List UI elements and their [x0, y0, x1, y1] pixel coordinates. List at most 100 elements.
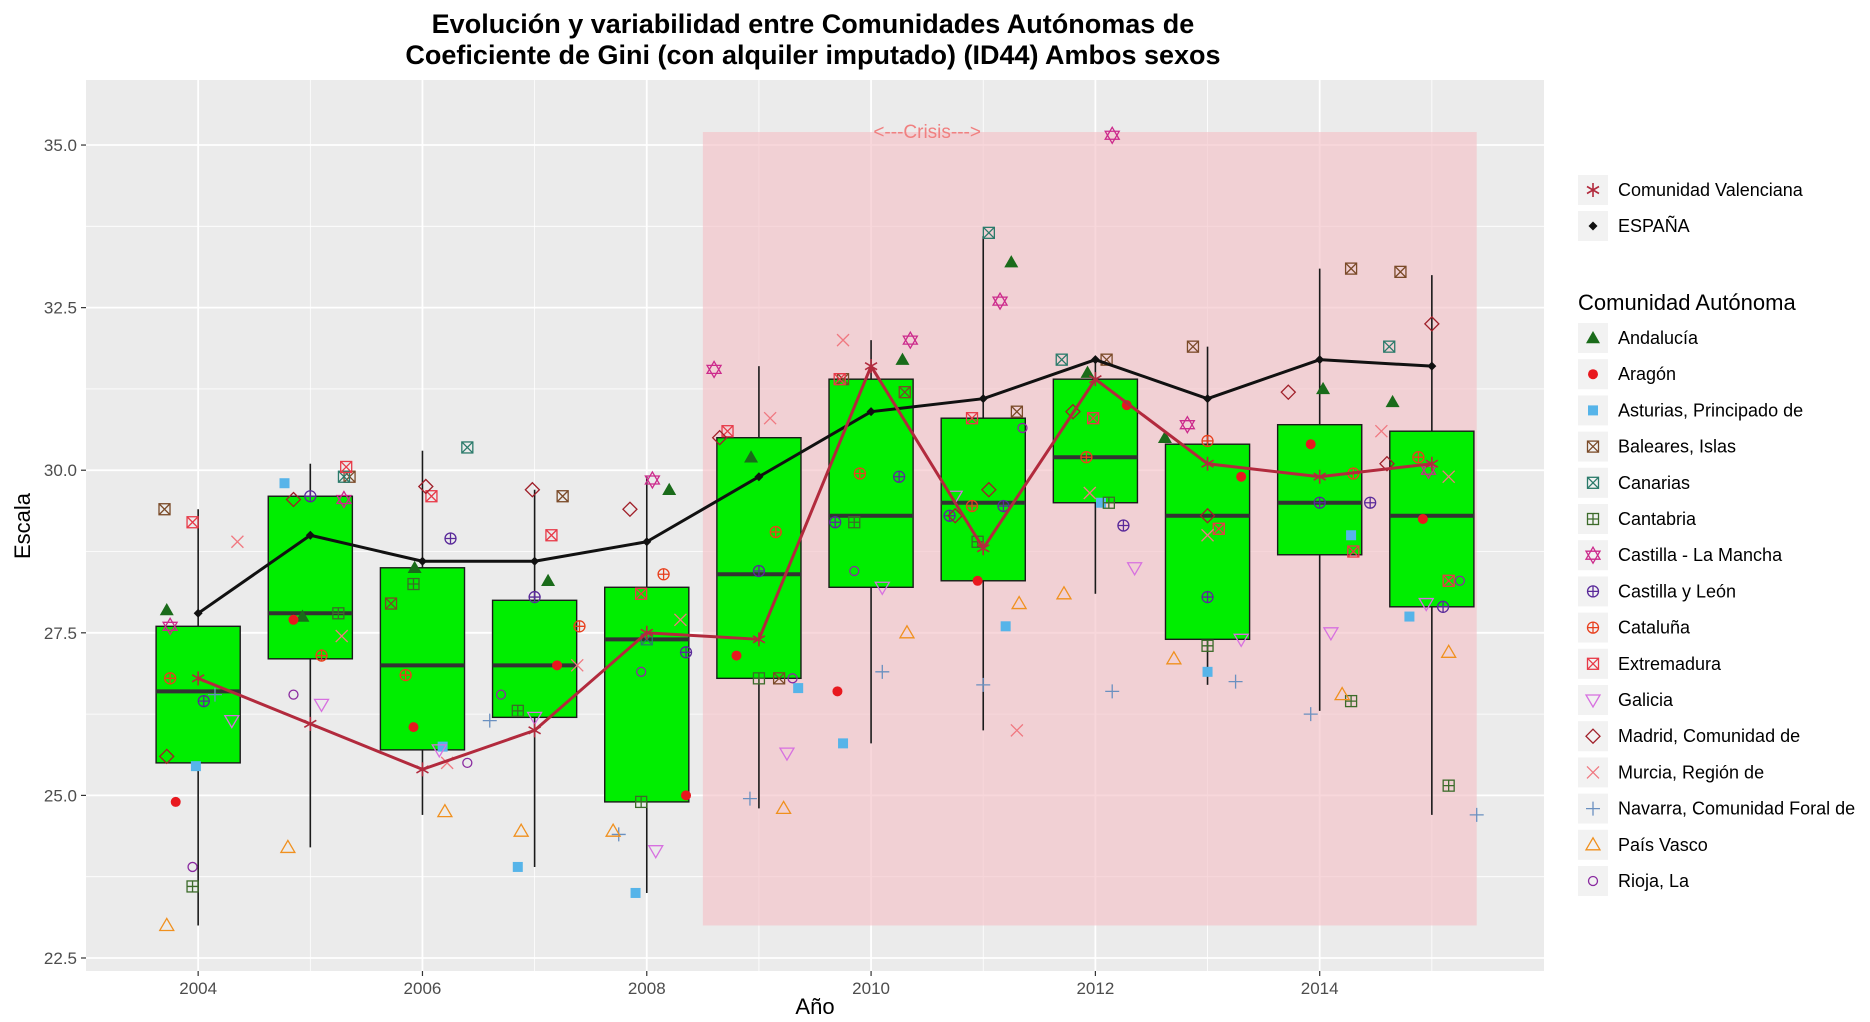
data-point: [1417, 513, 1428, 524]
data-point: [1117, 519, 1130, 532]
series-0: [193, 355, 1437, 618]
legend-label: Castilla y León: [1618, 581, 1736, 601]
data-point: [436, 803, 454, 818]
data-point: [853, 467, 867, 480]
data-point: [1186, 340, 1200, 353]
data-point: [304, 490, 317, 503]
series-point: [193, 608, 203, 618]
legend-label: Aragón: [1618, 364, 1676, 384]
data-point: [731, 650, 742, 661]
data-point: [742, 791, 757, 806]
data-point: [635, 587, 648, 600]
data-point: [1055, 585, 1073, 600]
legend-symbol: [1584, 545, 1602, 565]
data-point: [511, 704, 524, 718]
series-point: [191, 671, 205, 686]
axes: 22.5 25.0 27.5 30.0 32.5 35.0 2004 2006 2008 2010…: [44, 136, 1339, 998]
legend-symbol: [1588, 405, 1598, 416]
data-point: [573, 620, 586, 633]
series-point: [1427, 361, 1437, 371]
data-point: [335, 629, 349, 643]
legend-symbol: [1588, 369, 1598, 380]
series-point: [864, 359, 878, 374]
data-point: [186, 516, 199, 529]
data-point: [444, 532, 457, 545]
data-point: [679, 646, 693, 659]
data-point: [1201, 590, 1214, 604]
legend-label: Rioja, La: [1618, 871, 1690, 891]
box: [1052, 378, 1139, 504]
data-point: [279, 478, 290, 489]
legend-symbol: [1586, 512, 1600, 526]
legend-label: Castilla - La Mancha: [1618, 545, 1783, 565]
x-tick-label: 2010: [852, 979, 890, 998]
data-point: [161, 617, 179, 636]
series-point: [1425, 456, 1439, 471]
series-point: [305, 530, 315, 540]
data-point: [1080, 365, 1095, 378]
data-point: [482, 713, 497, 728]
legend-region-11: Madrid, Comunidad de: [1578, 721, 1800, 752]
series-point: [528, 723, 542, 738]
data-point: [425, 490, 438, 503]
region-2: [190, 478, 1415, 898]
data-point: [1344, 694, 1358, 708]
series-point: [1313, 469, 1327, 484]
series-point: [1203, 394, 1213, 404]
legend-symbol: [1586, 440, 1600, 453]
data-point: [1469, 807, 1484, 822]
chart-title-line2: Coeficiente de Gini (con alquiler imputa…: [405, 40, 1220, 70]
legend-label: País Vasco: [1618, 835, 1708, 855]
series-point: [642, 537, 652, 547]
x-tick-label: 2014: [1301, 979, 1339, 998]
legend-region-7: Castilla y León: [1578, 576, 1736, 607]
region-10: [223, 490, 1435, 859]
legend-label: Comunidad Valenciana: [1618, 180, 1804, 200]
data-point: [187, 861, 198, 873]
data-point: [997, 499, 1010, 513]
legend: Comunidad Valenciana ESPAÑA Comunidad Autó…: [1578, 175, 1855, 896]
region-points: [158, 125, 1484, 932]
data-point: [526, 711, 543, 726]
data-point: [1199, 507, 1216, 524]
legend-region-9: Extremadura: [1578, 648, 1722, 679]
series-1: [191, 359, 1439, 777]
legend-region-0: Andalucía: [1578, 323, 1699, 353]
data-point: [541, 573, 556, 587]
legend-label: ESPAÑA: [1618, 215, 1690, 236]
data-point: [1017, 422, 1028, 434]
data-point: [965, 412, 979, 425]
data-point: [462, 757, 473, 769]
data-point: [1228, 674, 1243, 689]
series-point: [640, 625, 654, 640]
data-point: [230, 535, 244, 549]
box: [604, 586, 690, 803]
data-point: [223, 714, 240, 729]
legend-region-4: Canarias: [1578, 467, 1690, 498]
data-point: [1364, 496, 1377, 509]
data-point: [1105, 684, 1120, 699]
data-point: [1179, 415, 1196, 434]
data-point: [1010, 723, 1024, 737]
legend-label: Canarias: [1618, 473, 1690, 493]
y-tick-label: 22.5: [44, 949, 77, 968]
data-point: [1333, 686, 1351, 701]
x-axis-title: Año: [795, 994, 834, 1019]
data-point: [775, 800, 792, 815]
data-point: [898, 624, 916, 639]
region-5: [186, 496, 1455, 893]
legend-series-1: ESPAÑA: [1578, 211, 1690, 241]
data-point: [681, 790, 692, 801]
data-point: [190, 761, 201, 772]
data-point: [1316, 381, 1331, 395]
legend-key: [1578, 829, 1608, 860]
data-point: [1233, 633, 1250, 648]
series-point: [1201, 456, 1214, 471]
data-point: [1201, 434, 1214, 448]
data-point: [1126, 562, 1143, 577]
box: [491, 599, 578, 719]
data-point: [288, 689, 299, 700]
data-point: [1412, 451, 1425, 464]
data-point: [1010, 405, 1024, 418]
data-point: [285, 491, 302, 508]
